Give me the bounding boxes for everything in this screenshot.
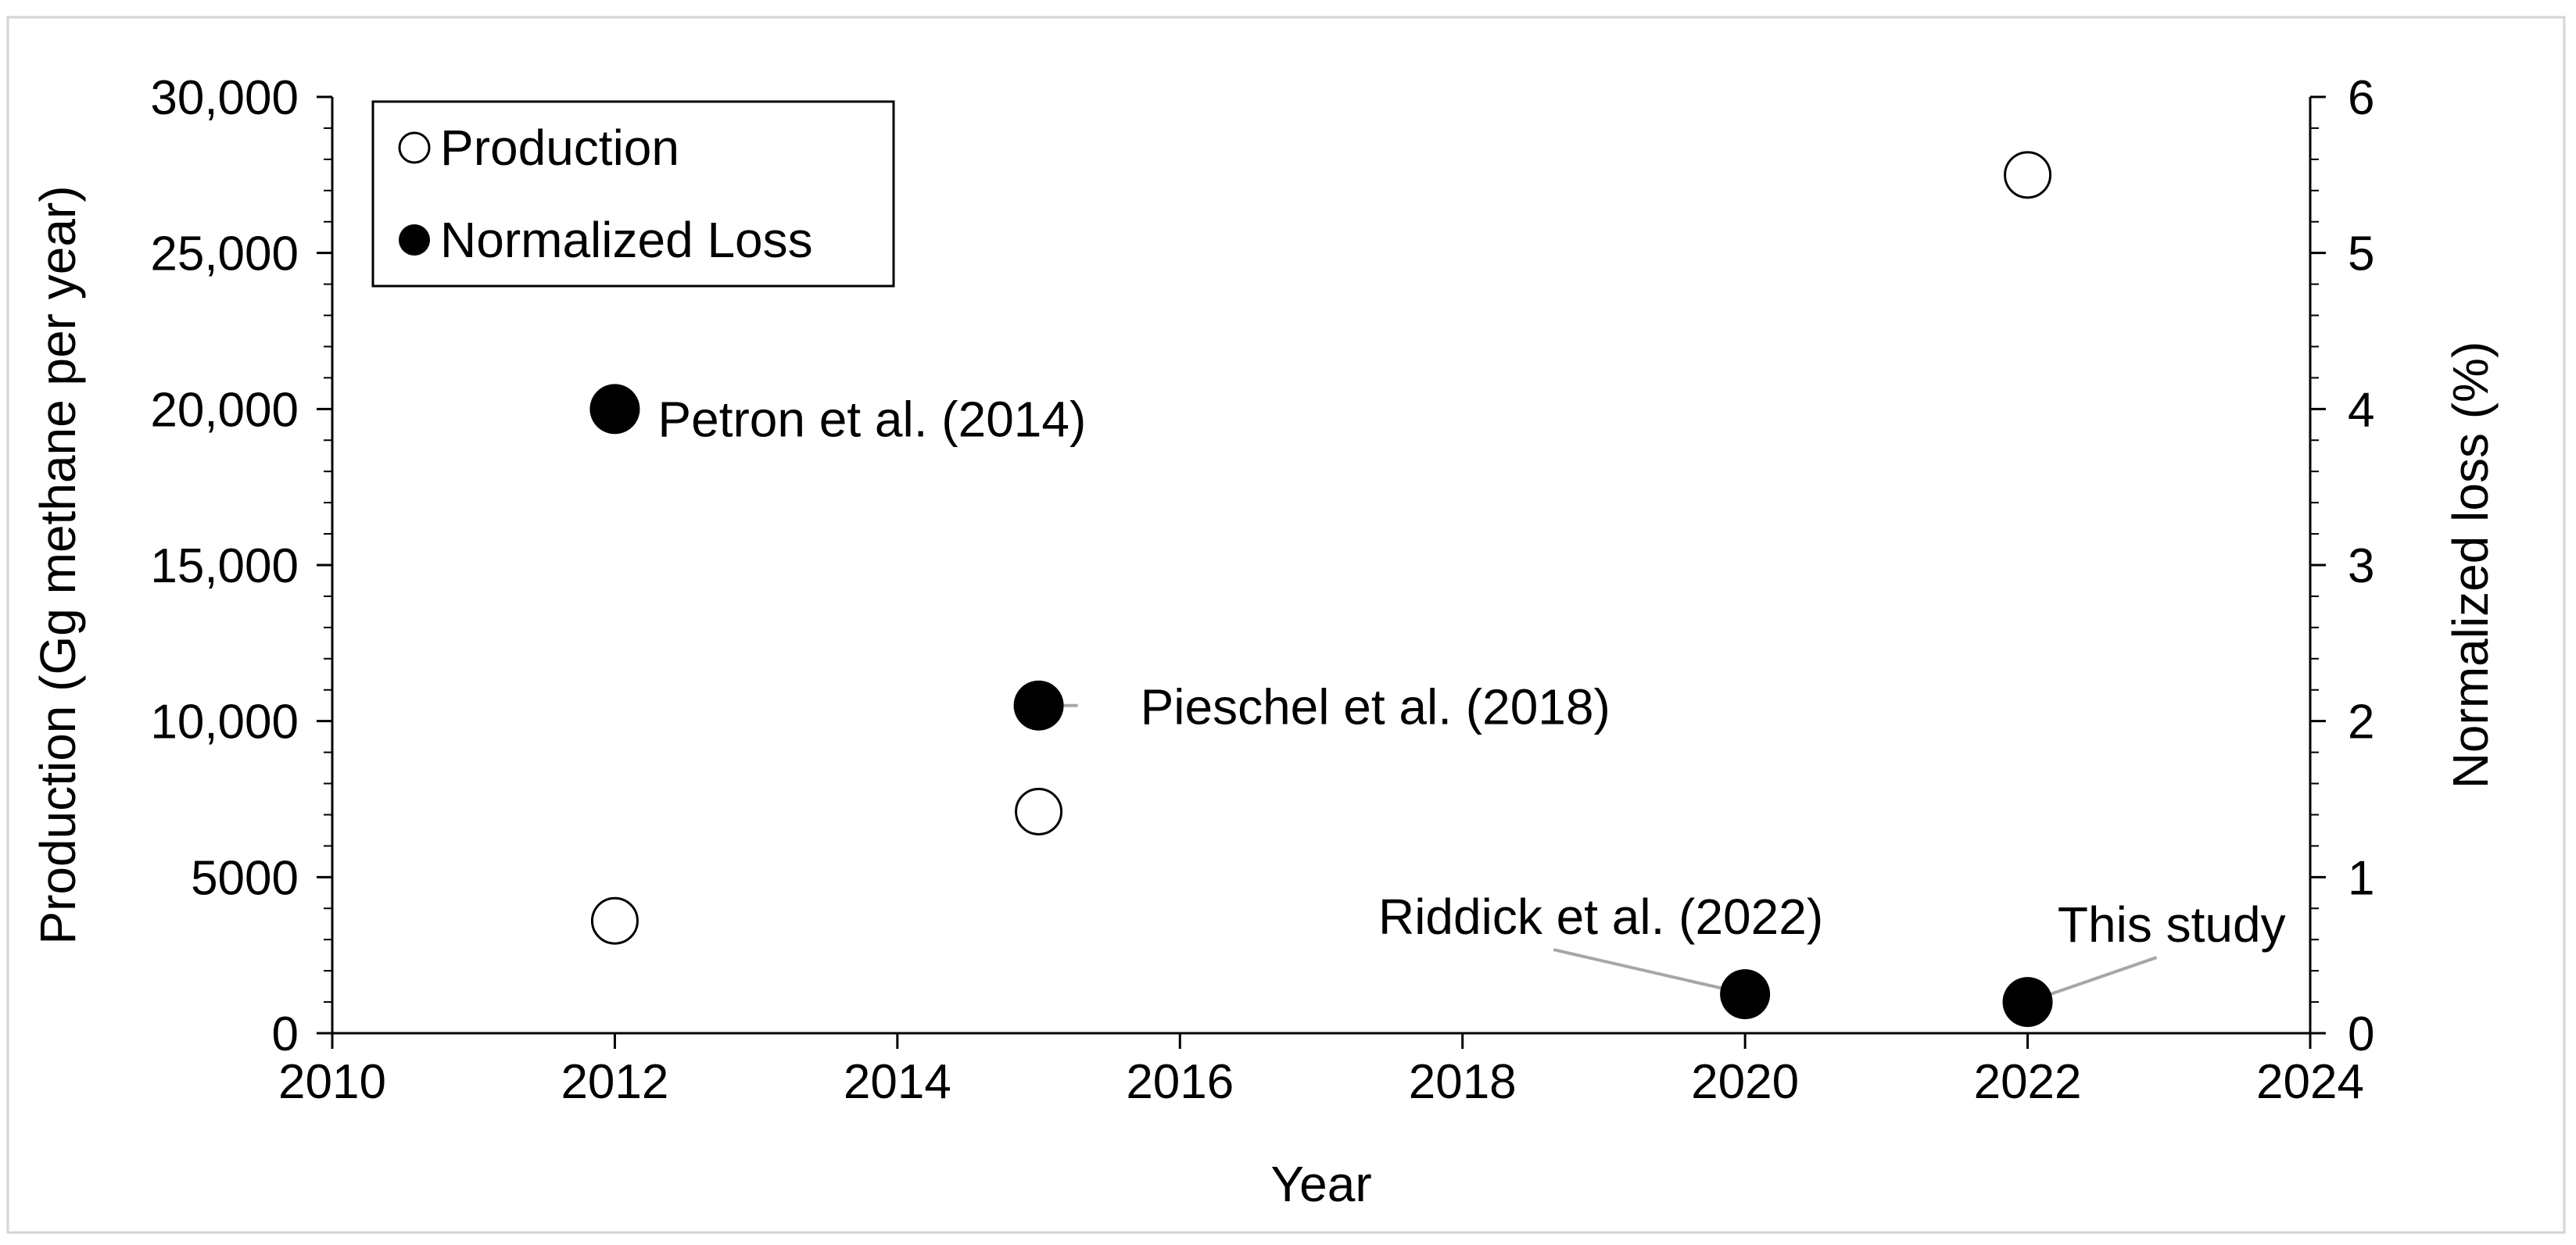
annotations: Petron et al. (2014) Pieschel et al. (201… [657,391,2285,953]
y-ticks: 0 5000 10,000 15,000 20,000 25,000 30,000 [150,71,332,1061]
x-tick-label: 2016 [1126,1055,1234,1109]
y2-tick-label: 6 [2348,71,2374,125]
x-tick-label: 2012 [561,1055,668,1109]
y2-tick-label: 2 [2348,696,2374,750]
x-tick-label: 2014 [844,1055,951,1109]
legend-box [371,100,895,288]
x-tick-label: 2010 [278,1055,386,1109]
annotation-label: Riddick et al. (2022) [1378,889,1823,945]
annotation-label: This study [2058,896,2286,953]
y-tick-label: 0 [272,1007,299,1061]
legend-production-marker [398,131,431,164]
normalized-loss-point [1720,969,1771,1020]
x-tick-label: 2020 [1691,1055,1799,1109]
y-tick-label: 5000 [191,851,299,905]
y-tick-label: 10,000 [150,696,299,750]
x-tick-label: 2024 [2256,1055,2364,1109]
y-tick-label: 20,000 [150,383,299,437]
annotation-leader-line [1553,948,1735,993]
data-points [589,151,2053,1028]
left-y-axis-title: Production (Gg methane per year) [30,185,86,944]
x-tick-label: 2018 [1409,1055,1517,1109]
right-y-axis-title: Normalized loss (%) [2442,342,2499,789]
normalized-loss-point [2002,977,2053,1028]
y2-tick-label: 4 [2348,383,2374,437]
y2-tick-label: 1 [2348,851,2374,905]
normalized-loss-point [589,384,640,435]
production-point [590,896,639,945]
x-tick-label: 2022 [1974,1055,2082,1109]
y2-tick-label: 0 [2348,1007,2374,1061]
annotation-label: Pieschel et al. (2018) [1141,679,1610,735]
legend-normalized-loss-marker [399,224,430,256]
legend: Production Normalized Loss [371,100,895,288]
production-point [1015,787,1063,835]
y-tick-label: 30,000 [150,71,299,125]
y-tick-label: 15,000 [150,539,299,593]
normalized-loss-point [1013,680,1064,731]
legend-normalized-loss-label: Normalized Loss [440,212,813,268]
y-tick-label: 25,000 [150,227,299,281]
legend-production-label: Production [440,120,679,176]
y2-ticks: 0 1 2 3 4 5 6 [2310,71,2374,1061]
y2-tick-label: 3 [2348,539,2374,593]
production-point [2004,151,2052,199]
x-axis-title: Year [1270,1156,1371,1212]
x-ticks: 2010 2012 2014 2016 2018 2020 2022 2024 [278,1033,2364,1109]
annotation-label: Petron et al. (2014) [657,391,1086,447]
y2-tick-label: 5 [2348,227,2374,281]
